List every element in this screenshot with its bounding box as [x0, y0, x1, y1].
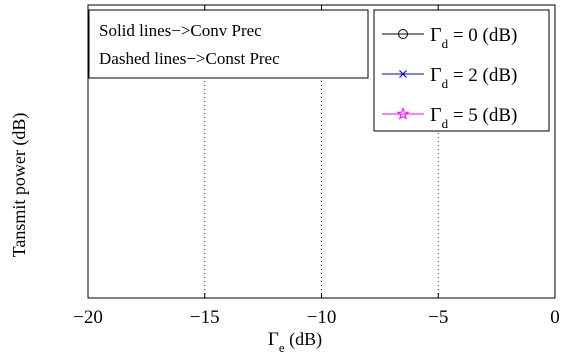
x-tick-label: −20	[73, 307, 103, 328]
legend-label: Γd = 5 (dB)	[430, 104, 517, 131]
x-tick-label: 0	[550, 307, 560, 328]
data-point-circle	[398, 29, 408, 39]
legend: Γd = 0 (dB) Γd = 2 (dB) Γd = 5 (dB)	[373, 9, 550, 132]
legend-entry: Γd = 0 (dB)	[382, 24, 517, 51]
annotation-dashed: Dashed lines−>Const Prec	[99, 49, 280, 68]
axis-ticks: −20−15−10−50−101.4−101.5	[73, 5, 560, 328]
data-point-star	[396, 107, 410, 120]
x-tick-label: −15	[190, 307, 220, 328]
legend-entry: Γd = 2 (dB)	[382, 64, 517, 91]
data-point-x	[399, 70, 407, 78]
annotation-box: Solid lines−>Conv Prec Dashed lines−>Con…	[88, 9, 369, 79]
x-axis-label: Γe (dB)	[268, 329, 322, 355]
legend-label: Γd = 2 (dB)	[430, 64, 517, 91]
annotation-solid: Solid lines−>Conv Prec	[99, 21, 262, 40]
x-tick-label: −10	[307, 307, 337, 328]
legend-entry: Γd = 5 (dB)	[382, 104, 517, 131]
y-axis-label: Tansmit power (dB)	[9, 113, 30, 258]
x-tick-label: −5	[428, 307, 448, 328]
legend-label: Γd = 0 (dB)	[430, 24, 517, 51]
